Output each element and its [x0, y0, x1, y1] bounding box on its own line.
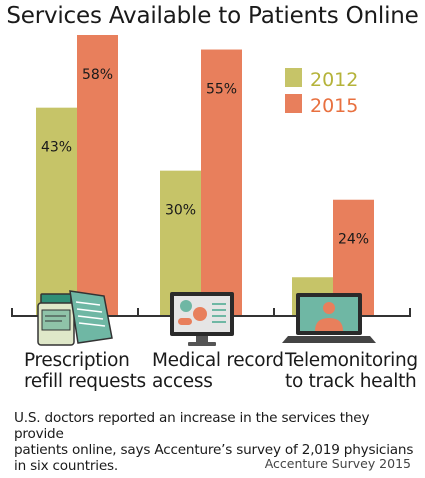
caption-line: in six countries. [14, 458, 119, 474]
bar-label-medical-record-2015: 55% [206, 82, 237, 98]
bar-medical-record-2012 [160, 170, 201, 316]
caption-line: U.S. doctors reported an increase in the… [14, 410, 370, 442]
telemonitoring-laptop-icon [282, 293, 376, 343]
legend-label-2015: 2015 [310, 95, 358, 117]
source-note: Accenture Survey 2015 [264, 456, 411, 471]
category-label-prescription: Prescription refill requests [24, 350, 146, 392]
legend-label-2012: 2012 [310, 69, 358, 91]
caption: U.S. doctors reported an increase in the… [14, 410, 419, 474]
bar-label-medical-record-2012: 30% [165, 203, 196, 219]
prescription-bottle-icon [37, 290, 113, 346]
bar-label-telemonitoring-2015: 24% [338, 232, 369, 248]
chart-title: Services Available to Patients Online [6, 3, 419, 29]
category-label-medical-record: Medical record access [152, 350, 284, 392]
bar-prescription-2015 [77, 35, 118, 316]
bar-label-prescription-2015: 58% [82, 67, 113, 83]
legend-swatch-2015 [285, 94, 302, 113]
legend-swatch-2012 [285, 68, 302, 87]
caption-line: patients online, says Accenture’s survey… [14, 442, 414, 458]
bar-prescription-2012 [36, 107, 77, 316]
medical-record-monitor-icon [170, 292, 234, 346]
bar-label-prescription-2012: 43% [41, 140, 72, 156]
bar-medical-record-2015 [201, 49, 242, 316]
category-label-telemonitoring: Telemonitoring to track health [285, 350, 418, 392]
